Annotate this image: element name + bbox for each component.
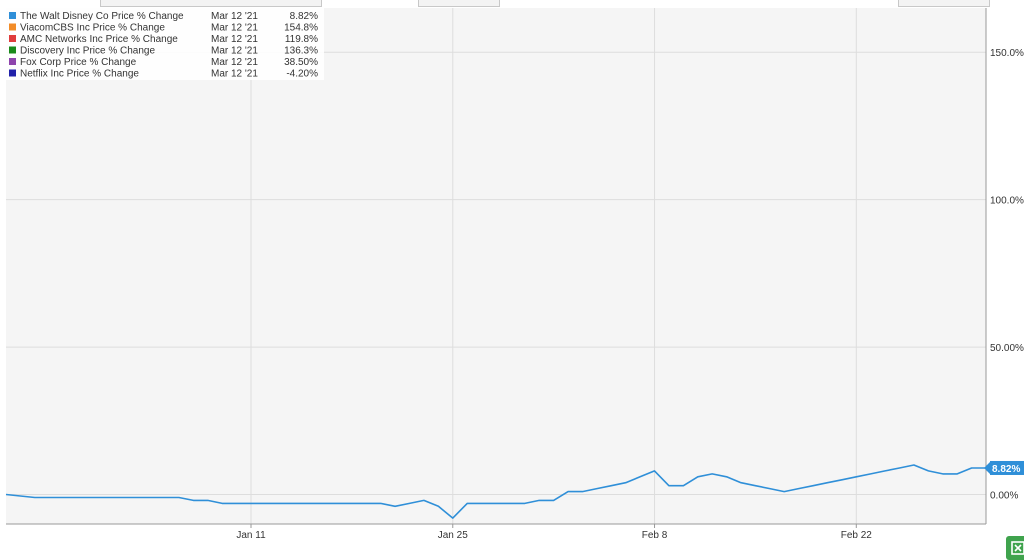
end-value-label-0: 8.82% [984,460,1024,475]
legend: The Walt Disney Co Price % Change Mar 12 … [6,8,324,80]
legend-swatch [9,69,16,77]
plot-background [6,8,986,524]
export-button[interactable] [1006,536,1024,560]
legend-date: Mar 12 '21 [211,23,258,34]
legend-value: -4.20% [286,69,318,80]
toolbar-tab[interactable] [418,0,500,7]
legend-series-name: Discovery Inc Price % Change [20,46,155,57]
legend-background [6,8,324,80]
legend-date: Mar 12 '21 [211,11,258,22]
legend-swatch [9,35,16,42]
legend-series-name: Netflix Inc Price % Change [20,69,139,80]
end-label-box [990,460,1024,475]
legend-series-name: ViacomCBS Inc Price % Change [20,23,165,34]
legend-swatch [9,23,16,31]
legend-series-name: AMC Networks Inc Price % Change [20,34,178,45]
end-label-text: 8.82% [992,464,1020,475]
toolbar-tab[interactable] [898,0,990,7]
y-tick-label: 150.0% [990,48,1024,59]
legend-date: Mar 12 '21 [211,46,258,57]
x-tick-label: Jan 11 [236,530,266,541]
legend-series-name: Fox Corp Price % Change [20,57,137,68]
x-tick-label: Feb 22 [841,530,873,541]
legend-swatch [9,46,16,54]
end-label-pointer [984,460,991,475]
legend-series-name: The Walt Disney Co Price % Change [20,11,184,22]
legend-date: Mar 12 '21 [211,69,258,80]
toolbar-tab[interactable] [100,0,322,7]
legend-value: 136.3% [284,46,318,57]
legend-value: 119.8% [285,34,318,45]
series-line-0 [5,464,986,519]
legend-value: 154.8% [284,23,318,34]
y-tick-label: 50.00% [990,343,1024,354]
x-tick-label: Jan 25 [438,530,468,541]
x-tick-label: Feb 8 [642,530,668,541]
y-tick-label: 0.00% [990,491,1018,502]
legend-value: 38.50% [284,57,318,68]
y-tick-label: 100.0% [990,196,1024,207]
legend-swatch [9,12,16,19]
legend-swatch [9,58,16,65]
legend-date: Mar 12 '21 [211,34,258,45]
legend-date: Mar 12 '21 [211,57,258,68]
legend-value: 8.82% [290,11,318,22]
export-icon [1011,541,1024,555]
